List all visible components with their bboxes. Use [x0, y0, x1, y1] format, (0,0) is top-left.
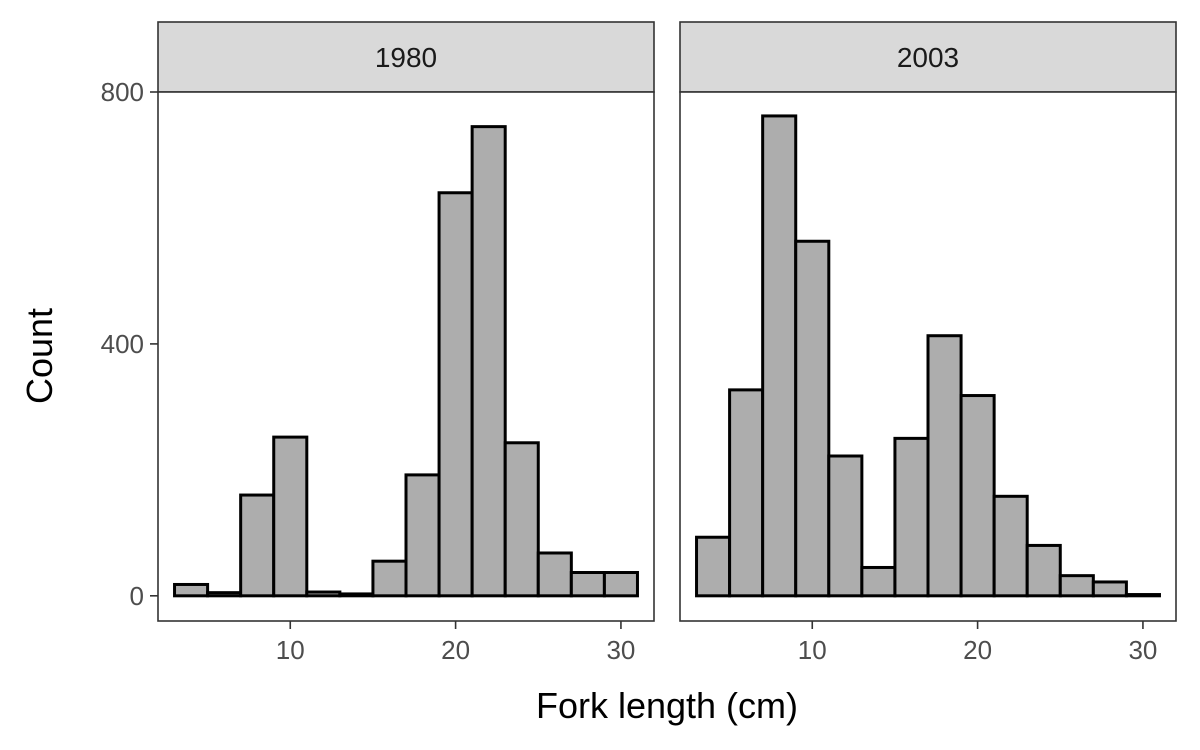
- y-tick-label: 800: [101, 77, 144, 107]
- histogram-bar: [239, 493, 276, 598]
- histogram-bar: [437, 191, 474, 598]
- histogram-bar: [1058, 574, 1095, 598]
- histogram-bar: [536, 551, 573, 598]
- facet-strip-label: 2003: [897, 42, 959, 73]
- histogram-bar: [569, 571, 606, 598]
- histogram-bar: [959, 394, 996, 598]
- histogram-bar: [371, 559, 408, 598]
- histogram-bar: [794, 239, 831, 598]
- histogram-bar: [470, 125, 507, 598]
- histogram-bar: [992, 494, 1029, 598]
- histogram-bar: [761, 114, 798, 598]
- x-axis-1980: 10 20 30: [276, 621, 635, 665]
- histogram-bar: [1091, 580, 1128, 598]
- y-axis: 0 400 800: [101, 77, 158, 611]
- panel-border: [679, 91, 1177, 622]
- histogram-bar: [338, 592, 375, 598]
- histogram-bar: [602, 571, 639, 598]
- x-tick-label: 20: [441, 635, 470, 665]
- y-tick-label: 400: [101, 329, 144, 359]
- x-tick-label: 10: [276, 635, 305, 665]
- facet-strip: [679, 21, 1177, 93]
- histogram-bar: [272, 435, 309, 598]
- histogram-bar: [503, 441, 540, 598]
- histogram-bar: [827, 454, 864, 598]
- y-axis-title: Count: [19, 308, 60, 404]
- histogram-bar: [860, 565, 897, 598]
- x-tick-label: 10: [798, 635, 827, 665]
- x-tick-label: 30: [1128, 635, 1157, 665]
- facet-strip: [157, 21, 655, 93]
- facet-strip-label: 1980: [375, 42, 437, 73]
- x-tick-label: 20: [963, 635, 992, 665]
- panel-border: [157, 91, 655, 622]
- histogram-bar: [404, 473, 441, 598]
- y-tick-label: 0: [130, 581, 144, 611]
- histogram-bar: [206, 591, 243, 598]
- facet-panel-2003: 2003: [679, 21, 1177, 622]
- x-axis-title: Fork length (cm): [536, 685, 798, 726]
- histogram-bar: [305, 590, 342, 598]
- histogram-bar: [893, 436, 930, 598]
- histogram-bar: [728, 388, 765, 598]
- x-axis-2003: 10 20 30: [798, 621, 1157, 665]
- histogram-bar: [1124, 593, 1161, 598]
- histogram-bar: [695, 535, 732, 598]
- histogram-bar: [1025, 543, 1062, 598]
- x-tick-label: 30: [606, 635, 635, 665]
- histogram-bar: [926, 334, 963, 598]
- histogram-bar: [173, 582, 210, 598]
- facet-panel-1980: 1980: [157, 21, 655, 622]
